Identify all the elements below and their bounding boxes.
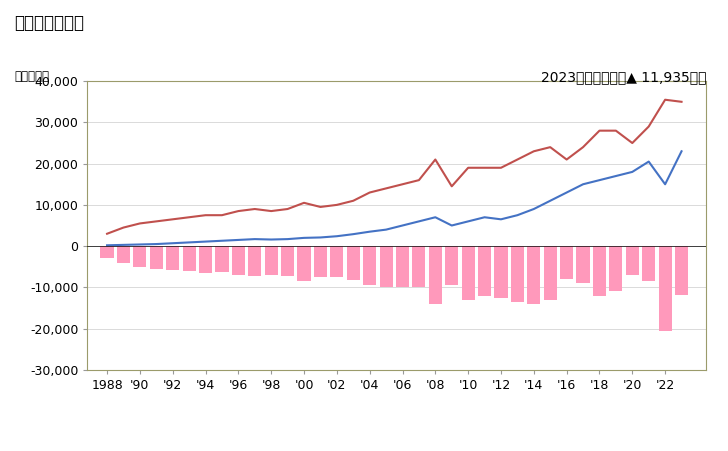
Bar: [100, 246, 114, 258]
Text: 貳易収支の推移: 貳易収支の推移: [15, 14, 84, 32]
Bar: [593, 246, 606, 295]
Bar: [133, 246, 146, 267]
Bar: [232, 246, 245, 275]
Bar: [494, 246, 507, 298]
Bar: [298, 246, 311, 281]
Bar: [462, 246, 475, 300]
Bar: [659, 246, 672, 331]
Bar: [347, 246, 360, 280]
Bar: [183, 246, 196, 271]
Bar: [166, 246, 179, 270]
Bar: [577, 246, 590, 283]
Bar: [478, 246, 491, 295]
Bar: [609, 246, 622, 291]
Bar: [396, 246, 409, 287]
Bar: [675, 246, 688, 295]
Bar: [265, 246, 278, 275]
Bar: [527, 246, 540, 304]
Bar: [281, 246, 294, 276]
Bar: [560, 246, 573, 279]
Text: 単位：億円: 単位：億円: [15, 70, 50, 83]
Bar: [429, 246, 442, 304]
Bar: [511, 246, 524, 302]
Bar: [117, 246, 130, 263]
Bar: [331, 246, 344, 277]
Text: 2023年貳易収支：▲ 11,935億円: 2023年貳易収支：▲ 11,935億円: [541, 70, 706, 84]
Bar: [446, 246, 459, 285]
Bar: [379, 246, 392, 287]
Bar: [544, 246, 557, 300]
Bar: [363, 246, 376, 285]
Bar: [199, 246, 212, 272]
Bar: [150, 246, 163, 269]
Bar: [412, 246, 425, 287]
Bar: [642, 246, 655, 281]
Bar: [626, 246, 639, 275]
Bar: [314, 246, 327, 276]
Bar: [215, 246, 229, 272]
Bar: [248, 246, 261, 276]
